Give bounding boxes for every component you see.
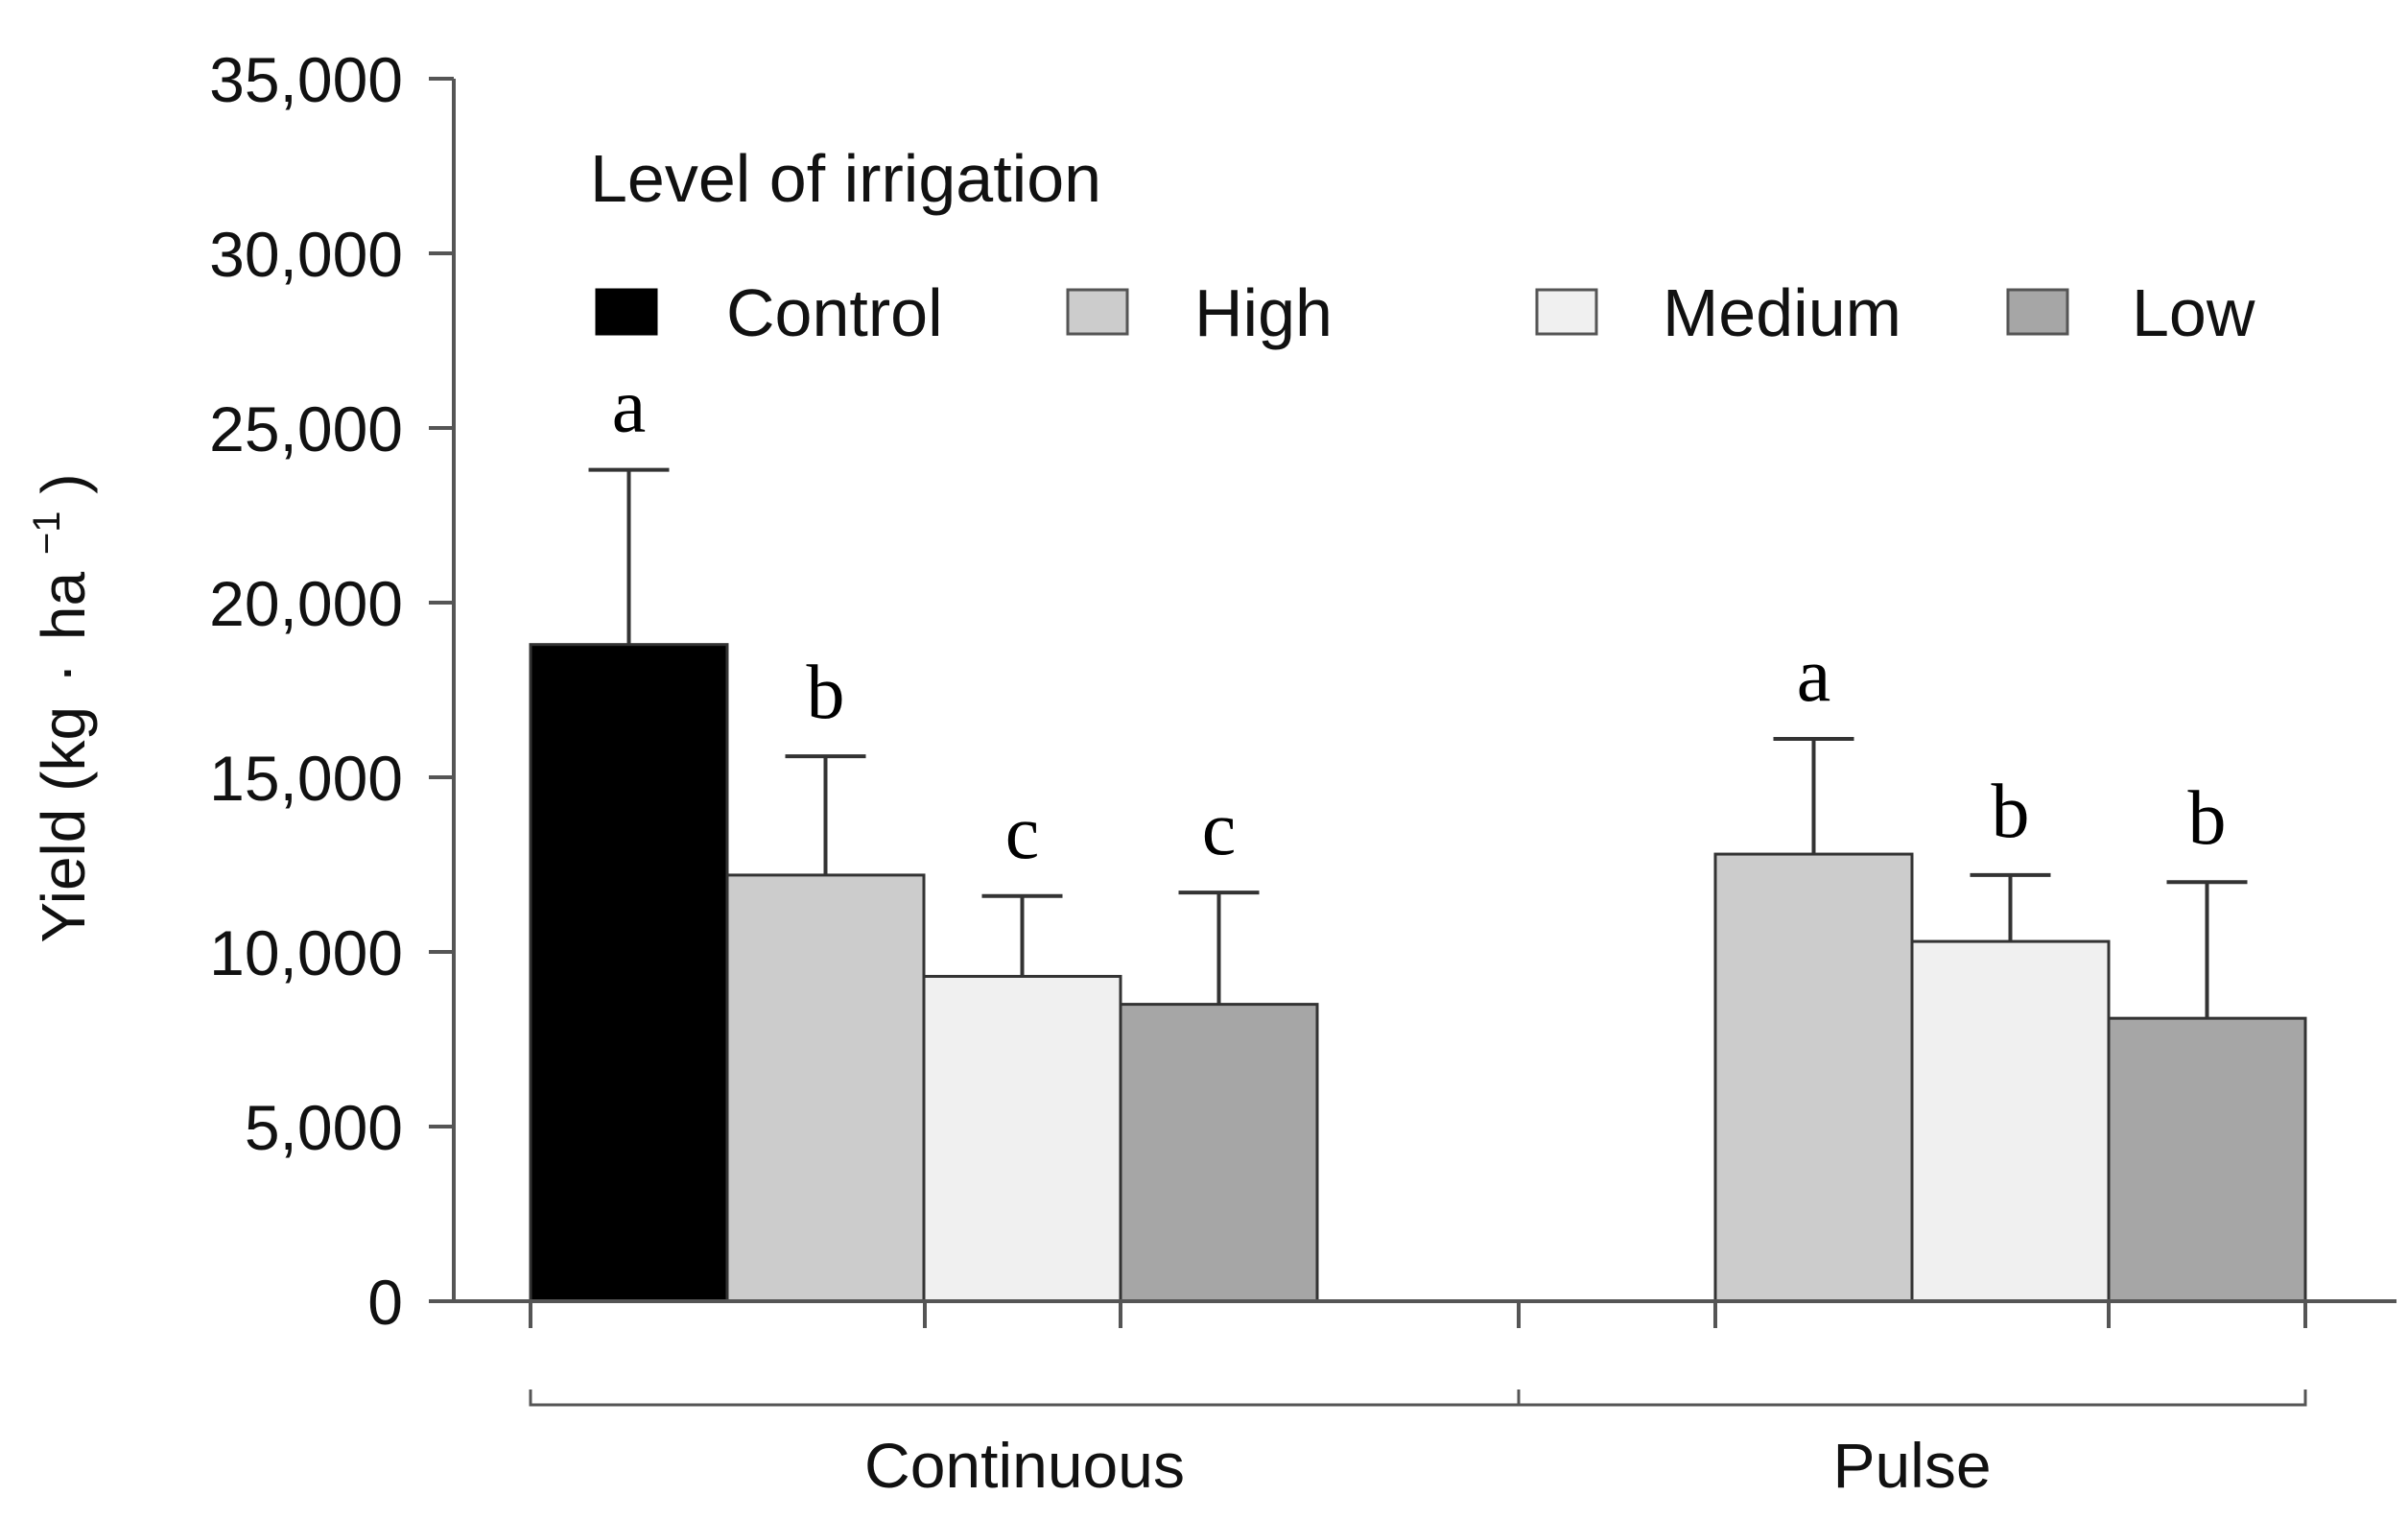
bar-continuous-medium	[922, 974, 1122, 1303]
legend-label-medium: Medium	[1663, 275, 1901, 350]
y-axis-title-sup: −1	[26, 511, 68, 556]
legend-label-high: High	[1194, 275, 1333, 350]
y-tick-label-5000: 5,000	[245, 1092, 403, 1163]
bar-pulse-high	[1713, 852, 1914, 1303]
sig-letter-continuous-low: c	[1202, 787, 1237, 871]
y-tick-label-15000: 15,000	[209, 743, 403, 814]
sig-letter-continuous-medium: c	[1005, 791, 1040, 875]
bar-continuous-high	[725, 873, 926, 1303]
sig-letter-continuous-control: a	[612, 365, 647, 449]
y-axis: 0 5,000 10,000 15,000 20,000 25,000 30,000 35,0…	[209, 44, 456, 1338]
legend-item-medium: Medium	[1535, 275, 1901, 350]
legend-swatch-high	[1066, 288, 1129, 336]
legend-title: Level of irrigation	[590, 141, 1101, 216]
bar-continuous-low	[1119, 1003, 1319, 1303]
bar-pulse-medium	[1910, 939, 2111, 1303]
y-tick-label-10000: 10,000	[209, 917, 403, 988]
sig-letter-pulse-high: a	[1797, 633, 1831, 718]
y-axis-title-main: Yield (kg	[29, 706, 98, 943]
group-label-continuous: Continuous	[864, 1430, 1185, 1501]
y-axis-title-dot: ·	[29, 663, 98, 683]
y-tick-label-20000: 20,000	[209, 568, 403, 639]
legend-swatch-medium	[1535, 288, 1598, 336]
bar-continuous-control	[529, 643, 729, 1303]
group-label-pulse: Pulse	[1832, 1430, 1991, 1501]
y-axis-title-unit: ha	[29, 571, 98, 640]
legend-swatch-low	[2006, 288, 2069, 336]
group-bracket-continuous	[529, 1389, 1521, 1407]
y-axis-title-close: )	[29, 473, 98, 493]
bar-pulse-low	[2107, 1016, 2307, 1303]
legend-item-high: High	[1066, 275, 1333, 350]
legend-item-low: Low	[2006, 275, 2255, 350]
legend: Level of irrigation Control High Medium …	[590, 141, 2255, 350]
sig-letter-continuous-high: b	[807, 651, 845, 735]
y-tick-label-30000: 30,000	[209, 219, 403, 290]
sig-letter-pulse-medium: b	[1992, 770, 2030, 854]
y-tick-label-35000: 35,000	[209, 44, 403, 115]
bars: a b c c a b b	[529, 365, 2307, 1303]
y-tick-label-0: 0	[367, 1267, 403, 1338]
sig-letter-pulse-low: b	[2188, 776, 2227, 861]
group-bracket-pulse	[1517, 1389, 2307, 1407]
legend-label-control: Control	[726, 275, 943, 350]
legend-label-low: Low	[2132, 275, 2255, 350]
legend-swatch-control	[595, 288, 658, 336]
x-axis: Continuous Pulse	[454, 1299, 2396, 1501]
y-tick-label-25000: 25,000	[209, 393, 403, 464]
legend-item-control: Control	[595, 275, 943, 350]
y-axis-title: Yield (kg · ha −1 )	[4, 473, 98, 942]
